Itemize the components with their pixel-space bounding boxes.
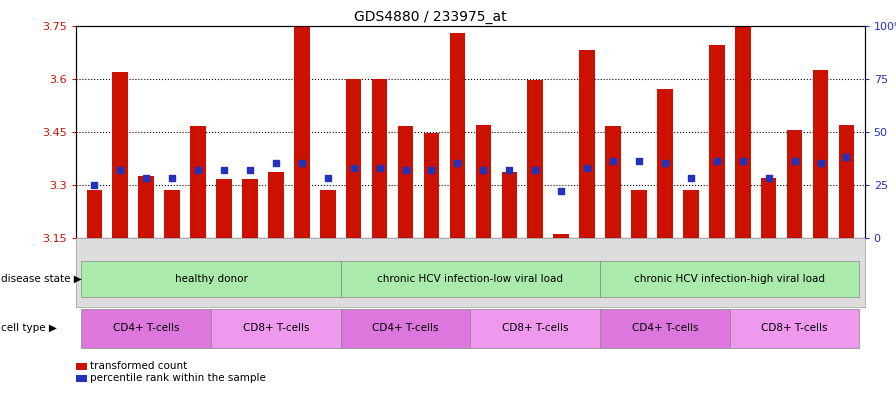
Bar xyxy=(82,309,211,348)
Bar xyxy=(787,130,803,238)
Point xyxy=(580,165,594,171)
Bar xyxy=(76,363,87,370)
Point xyxy=(217,167,231,173)
Point xyxy=(840,154,854,160)
Text: CD8+ T-cells: CD8+ T-cells xyxy=(502,323,568,333)
Point xyxy=(347,165,361,171)
Point xyxy=(632,158,646,165)
Point xyxy=(528,167,542,173)
Bar xyxy=(190,126,206,238)
Text: chronic HCV infection-high viral load: chronic HCV infection-high viral load xyxy=(634,274,825,284)
Bar xyxy=(340,261,600,297)
Bar xyxy=(268,172,284,238)
Text: CD8+ T-cells: CD8+ T-cells xyxy=(243,323,309,333)
Point xyxy=(295,160,309,167)
Point xyxy=(451,160,465,167)
Bar xyxy=(211,309,340,348)
Point xyxy=(476,167,490,173)
Point xyxy=(191,167,205,173)
Bar xyxy=(600,261,859,297)
Point xyxy=(399,167,413,173)
Bar xyxy=(761,178,777,238)
Text: GDS4880 / 233975_at: GDS4880 / 233975_at xyxy=(354,10,506,24)
Text: CD8+ T-cells: CD8+ T-cells xyxy=(762,323,828,333)
Bar xyxy=(424,133,439,238)
Point xyxy=(710,158,724,165)
Text: disease state ▶: disease state ▶ xyxy=(1,274,82,284)
Bar xyxy=(372,79,387,238)
Text: CD4+ T-cells: CD4+ T-cells xyxy=(632,323,698,333)
Bar xyxy=(216,179,232,238)
Bar xyxy=(528,80,543,238)
Bar xyxy=(502,172,517,238)
Point xyxy=(606,158,620,165)
Point xyxy=(425,167,439,173)
Bar xyxy=(600,309,729,348)
Bar xyxy=(164,190,180,238)
Bar xyxy=(398,126,413,238)
Bar xyxy=(729,309,859,348)
Bar xyxy=(580,50,595,238)
Point xyxy=(684,175,698,182)
Point xyxy=(269,160,283,167)
Bar xyxy=(470,309,600,348)
Text: percentile rank within the sample: percentile rank within the sample xyxy=(90,373,265,383)
Bar xyxy=(82,261,340,297)
Bar xyxy=(76,375,87,382)
Point xyxy=(139,175,153,182)
Bar xyxy=(554,234,569,238)
Point xyxy=(788,158,802,165)
Text: CD4+ T-cells: CD4+ T-cells xyxy=(373,323,439,333)
Text: chronic HCV infection-low viral load: chronic HCV infection-low viral load xyxy=(377,274,564,284)
Point xyxy=(165,175,179,182)
Bar xyxy=(320,190,335,238)
Bar xyxy=(606,126,621,238)
Point xyxy=(113,167,127,173)
Bar xyxy=(735,26,751,238)
Bar xyxy=(113,72,128,238)
Text: CD4+ T-cells: CD4+ T-cells xyxy=(113,323,179,333)
Bar xyxy=(657,89,673,238)
Bar xyxy=(87,190,102,238)
Bar xyxy=(683,190,699,238)
Point xyxy=(736,158,750,165)
Text: healthy donor: healthy donor xyxy=(175,274,247,284)
Bar xyxy=(631,190,647,238)
Bar xyxy=(346,79,361,238)
Bar xyxy=(340,309,470,348)
Text: cell type ▶: cell type ▶ xyxy=(1,323,56,333)
Bar xyxy=(709,45,725,238)
Point xyxy=(502,167,516,173)
Point xyxy=(554,188,568,194)
Point xyxy=(814,160,828,167)
Bar xyxy=(813,70,828,238)
Bar xyxy=(138,176,154,238)
Bar xyxy=(450,33,465,238)
Bar xyxy=(476,125,491,238)
Point xyxy=(373,165,387,171)
Bar xyxy=(242,179,258,238)
Bar xyxy=(294,26,310,238)
Point xyxy=(658,160,672,167)
Text: transformed count: transformed count xyxy=(90,361,187,371)
Point xyxy=(321,175,335,182)
Bar xyxy=(839,125,854,238)
Point xyxy=(762,175,776,182)
Point xyxy=(87,182,101,188)
Point xyxy=(243,167,257,173)
